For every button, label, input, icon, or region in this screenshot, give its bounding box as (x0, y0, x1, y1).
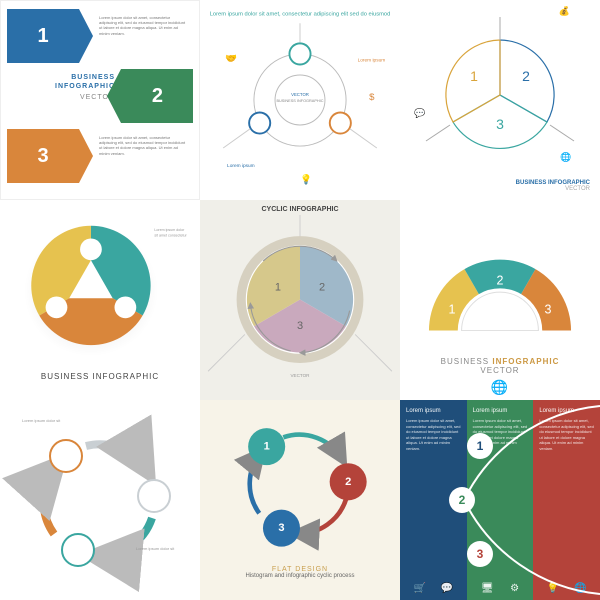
n2: 2 (345, 476, 351, 488)
l3: Lorem ipsum dolor sit amet, consectetur … (539, 418, 594, 452)
num-2: 2 (151, 85, 162, 108)
bulb-icon: 💡 (300, 174, 312, 186)
text-1: Lorem ipsum dolor sit amet, consectetur … (79, 9, 193, 63)
template-arrow-bars: 1 .c1 .row:nth-child(1) .arrow-block::af… (0, 0, 200, 200)
n2: 2 (319, 281, 325, 293)
h2: Lorem ipsum (473, 408, 528, 414)
n1: 1 (264, 441, 270, 453)
lorem-r: Lorem ipsum (358, 58, 386, 64)
icons-3: 💡🌐 (539, 583, 594, 594)
monitor-icon: 🖥 (481, 583, 494, 594)
h3: Lorem ipsum (539, 408, 594, 414)
label-vector: VECTOR (9, 93, 115, 102)
chat-icon: 💬 (441, 583, 453, 594)
chat-icon: 💬 (414, 107, 425, 118)
dollar-icon: $ (369, 92, 375, 103)
cap-b: INFOGRAPHIC (492, 357, 559, 366)
n2: 2 (88, 243, 94, 255)
node-2: 2 (297, 48, 303, 60)
flat-design: FLAT DESIGN (204, 566, 396, 573)
h1: Lorem ipsum (406, 408, 461, 414)
n2: 2 (497, 273, 504, 287)
n3: 3 (122, 301, 128, 313)
center-1: VECTOR (291, 92, 309, 97)
arrow-2: 2 .c1 .row:nth-child(2) .arrow-block::af… (121, 69, 193, 123)
caption: FLAT DESIGN Histogram and infographic cy… (204, 566, 396, 579)
n3: 3 (545, 302, 552, 316)
n1: 1 (470, 68, 478, 84)
node-1: 1 (256, 117, 263, 129)
caption: BUSINESS INFOGRAPHIC VECTOR (516, 180, 590, 192)
lor: Lorem ipsum dolor (154, 228, 185, 232)
lorem-l: Lorem ipsum (227, 163, 255, 169)
n1: 1 (275, 281, 281, 293)
globe-icon: 🌐 (404, 379, 596, 396)
cap-a: BUSINESS (441, 357, 489, 366)
template-flat-cycle: 1 2 3 FLAT DESIGN Histogram and infograp… (200, 400, 400, 600)
bulb-icon: 💡 (547, 583, 559, 594)
gear-icon: ⚙ (510, 583, 519, 594)
l1: Lorem ipsum dolor sit amet, consectetur … (406, 418, 461, 452)
n1: 1 (63, 449, 70, 463)
arrow-1: 1 .c1 .row:nth-child(1) .arrow-block::af… (7, 9, 79, 63)
template-pie-triangle: 2 3 1 Lorem ipsum dolor sit amet consect… (0, 200, 200, 400)
n3: 3 (496, 116, 504, 132)
svg-text:sit amet consectetur: sit amet consectetur (154, 234, 187, 238)
template-outline-cycle: 1 2 3 Lorem ipsum dolor sit Lorem ipsum … (0, 400, 200, 600)
template-thin-pie: 💰 1 2 3 💬 🌐 BUSINESS INFOGRAPHIC VECTOR (400, 0, 600, 200)
header: CYCLIC INFOGRAPHIC (206, 206, 394, 213)
icons-1: 🛒💬 (406, 583, 461, 594)
moneybag-icon: 💰 (559, 5, 570, 17)
text-2: BUSINESS INFOGRAPHIC VECTOR (7, 69, 121, 123)
subtitle: Histogram and infographic cyclic process (204, 573, 396, 579)
vector: VECTOR (291, 373, 311, 378)
num-1: 1 (37, 25, 48, 48)
l2: Lorem ipsum dolor sit amet, consectetur … (473, 418, 528, 452)
n1: 1 (449, 302, 456, 316)
n2: 2 (522, 68, 530, 84)
caption: BUSINESS INFOGRAPHIC (4, 372, 196, 381)
globe-icon: 🌐 (560, 151, 571, 162)
row-1: 1 .c1 .row:nth-child(1) .arrow-block::af… (7, 9, 193, 63)
n1: 1 (53, 301, 59, 313)
row-2: BUSINESS INFOGRAPHIC VECTOR 2 .c1 .row:n… (7, 69, 193, 123)
handshake-icon: 🤝 (225, 54, 237, 65)
arrow-3: 3 .c1 .row:nth-child(3) .arrow-block::af… (7, 129, 79, 183)
template-semicircle: 1 2 3 BUSINESS INFOGRAPHIC VECTOR 🌐 (400, 200, 600, 400)
col-2: Lorem ipsum Lorem ipsum dolor sit amet, … (467, 400, 534, 600)
template-arc-columns: Lorem ipsum Lorem ipsum dolor sit amet, … (400, 400, 600, 600)
label-main: BUSINESS INFOGRAPHIC (9, 73, 115, 91)
caption: BUSINESS INFOGRAPHIC VECTOR 🌐 (404, 357, 596, 396)
num-3: 3 (37, 145, 48, 168)
cart-icon: 🛒 (413, 583, 425, 594)
col-3: Lorem ipsum Lorem ipsum dolor sit amet, … (533, 400, 600, 600)
globe-icon: 🌐 (574, 583, 586, 594)
svg-text:Lorem ipsum dolor sit: Lorem ipsum dolor sit (22, 418, 61, 423)
svg-text:Lorem ipsum dolor sit: Lorem ipsum dolor sit (136, 546, 175, 551)
n3: 3 (278, 522, 284, 534)
cap-c: VECTOR (480, 366, 519, 375)
lorem-top: Lorem ipsum dolor sit amet, consectetur … (210, 12, 391, 18)
row-3: 3 .c1 .row:nth-child(3) .arrow-block::af… (7, 129, 193, 183)
template-outline-circle: Lorem ipsum dolor sit amet, consectetur … (200, 0, 400, 200)
text-3: Lorem ipsum dolor sit amet, consectetur … (79, 129, 193, 183)
cap-2: VECTOR (516, 186, 590, 192)
n3: 3 (297, 320, 303, 332)
node-3: 3 (337, 117, 343, 129)
n3: 3 (75, 543, 82, 557)
icons-2: 🖥⚙ (473, 583, 528, 594)
center-2: BUSINESS INFOGRAPHIC (276, 99, 323, 103)
template-cyclic-frame: CYCLIC INFOGRAPHIC 1 2 3 VECTOR (200, 200, 400, 400)
col-1: Lorem ipsum Lorem ipsum dolor sit amet, … (400, 400, 467, 600)
n2: 2 (151, 489, 158, 503)
infographic-grid: 1 .c1 .row:nth-child(1) .arrow-block::af… (0, 0, 600, 600)
